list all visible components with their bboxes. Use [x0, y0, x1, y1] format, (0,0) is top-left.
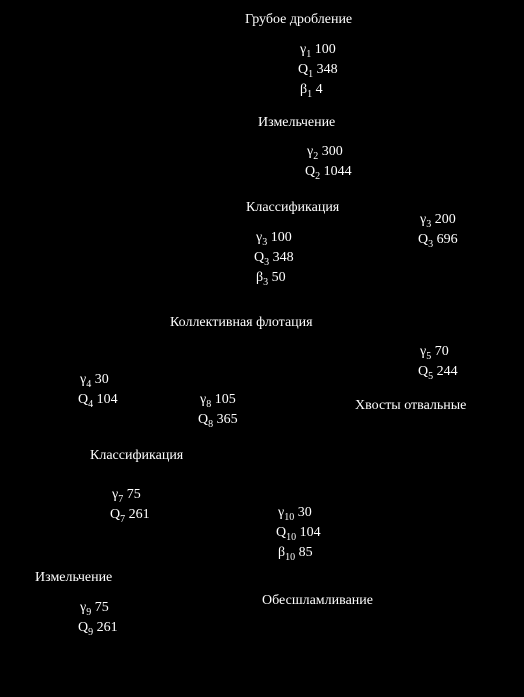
title-stage3: Классификация	[246, 200, 339, 216]
param-β1: β1 4	[300, 80, 323, 105]
param-Q3: Q3 696	[418, 230, 458, 255]
title-stage9: Обесшламливание	[262, 593, 373, 609]
param-Q8: Q8 365	[198, 410, 238, 435]
title-stage1: Грубое дробление	[245, 12, 352, 28]
param-Q9: Q9 261	[78, 618, 118, 643]
title-stage2: Измельчение	[258, 115, 335, 131]
param-Q2: Q2 1044	[305, 162, 352, 187]
title-stage8: Измельчение	[35, 570, 112, 586]
title-stage6: Классификация	[90, 448, 183, 464]
param-β10: β10 85	[278, 543, 313, 568]
title-stage4: Коллективная флотация	[170, 315, 313, 331]
param-Q5: Q5 244	[418, 362, 458, 387]
param-Q7: Q7 261	[110, 505, 150, 530]
title-tails1: Хвосты отвальные	[355, 398, 466, 414]
param-Q4: Q4 104	[78, 390, 118, 415]
param-β3: β3 50	[256, 268, 286, 293]
